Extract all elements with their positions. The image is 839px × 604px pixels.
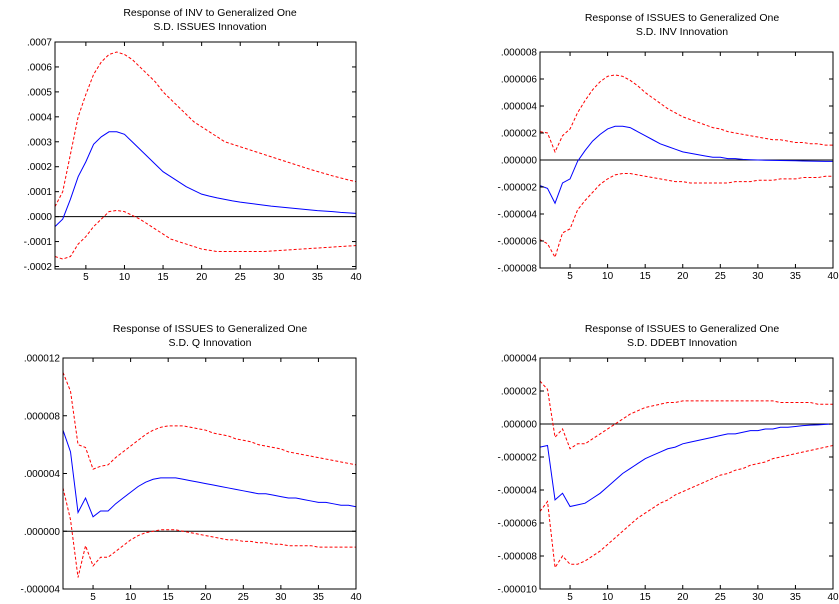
- chart-title: Response of ISSUES to Generalized One: [585, 323, 780, 335]
- upper-band-line: [54, 51, 357, 207]
- x-tick-label: 20: [677, 592, 689, 603]
- x-tick-label: 25: [715, 271, 727, 282]
- y-tick-label: .0006: [27, 62, 52, 73]
- y-tick-label: .000008: [24, 411, 61, 422]
- x-tick-label: 5: [567, 592, 573, 603]
- y-tick-label: .000000: [24, 527, 61, 538]
- y-tick-label: .0000: [27, 212, 52, 223]
- x-tick-label: 25: [235, 272, 247, 283]
- x-tick-label: 30: [752, 592, 764, 603]
- x-tick-label: 20: [200, 592, 212, 603]
- y-tick-label: .000000: [501, 420, 538, 431]
- y-tick-label: -.000004: [498, 210, 538, 221]
- y-tick-label: .000004: [24, 469, 61, 480]
- x-tick-label: 30: [273, 272, 285, 283]
- y-tick-label: .000006: [501, 75, 538, 86]
- upper-band-line: [539, 74, 833, 154]
- chart-subtitle: S.D. DDEBT Innovation: [627, 337, 737, 349]
- y-tick-label: .0002: [27, 162, 52, 173]
- x-tick-label: 25: [715, 592, 727, 603]
- x-tick-label: 10: [119, 272, 131, 283]
- x-tick-label: 35: [790, 592, 802, 603]
- x-tick-label: 40: [827, 592, 839, 603]
- x-tick-label: 10: [125, 592, 137, 603]
- chart-title: Response of INV to Generalized One: [123, 7, 297, 19]
- x-tick-label: 35: [313, 592, 325, 603]
- y-tick-label: .000004: [501, 354, 538, 365]
- response-line: [54, 131, 357, 227]
- chart-title: Response of ISSUES to Generalized One: [113, 323, 308, 335]
- lower-band-line: [54, 209, 357, 260]
- x-tick-label: 30: [752, 271, 764, 282]
- x-tick-label: 40: [350, 592, 362, 603]
- x-tick-label: 20: [677, 271, 689, 282]
- x-tick-label: 35: [790, 271, 802, 282]
- response-line: [539, 125, 833, 205]
- x-tick-label: 15: [640, 592, 652, 603]
- upper-band-line: [539, 380, 833, 450]
- y-tick-label: -.000010: [498, 585, 538, 596]
- x-tick-label: 10: [602, 271, 614, 282]
- chart-title: Response of ISSUES to Generalized One: [585, 12, 780, 24]
- y-tick-label: .000000: [501, 156, 538, 167]
- panel-issues-q: Response of ISSUES to Generalized One S.…: [21, 323, 362, 603]
- panel-issues-ddebt: Response of ISSUES to Generalized One S.…: [498, 323, 839, 603]
- chart-subtitle: S.D. INV Innovation: [636, 26, 728, 38]
- plot-area: -.000008 -.000006 -.000004 -.000002 .000000.…: [498, 48, 839, 283]
- y-tick-label: .0005: [27, 87, 52, 98]
- y-tick-label: .000002: [501, 129, 538, 140]
- x-tick-label: 15: [157, 272, 169, 283]
- lower-band-line: [539, 173, 833, 259]
- plot-area: -.000010 -.000008 -.000006 -.000004 -.000002…: [498, 354, 839, 604]
- y-tick-label: -.000002: [498, 183, 538, 194]
- y-tick-label: .000008: [501, 48, 538, 59]
- y-tick-label: .0003: [27, 137, 52, 148]
- lower-band-line: [62, 487, 356, 578]
- y-tick-label: .000002: [501, 387, 538, 398]
- x-tick-label: 5: [83, 272, 89, 283]
- x-tick-label: 40: [350, 272, 362, 283]
- y-tick-label: -.000006: [498, 519, 538, 530]
- plot-area: -.000004 .000000 .000004 .000008 .000012 5 10 1…: [21, 354, 362, 604]
- y-tick-label: -.0002: [24, 262, 53, 273]
- y-tick-label: -.000004: [21, 585, 61, 596]
- y-tick-label: .0001: [27, 187, 52, 198]
- y-tick-label: -.000006: [498, 237, 538, 248]
- plot-frame: [62, 357, 357, 590]
- panel-inv-issues: Response of INV to Generalized One S.D. …: [24, 7, 362, 283]
- y-tick-label: -.000008: [498, 552, 538, 563]
- y-tick-label: -.000008: [498, 264, 538, 275]
- y-tick-label: -.000004: [498, 486, 538, 497]
- plot-area: -.0002 -.0001 .0000 .0001 .0002 .0003 .0004 .00…: [24, 38, 362, 284]
- y-tick-label: -.0001: [24, 237, 53, 248]
- chart-subtitle: S.D. Q Innovation: [169, 337, 252, 349]
- x-tick-label: 5: [90, 592, 96, 603]
- x-tick-label: 5: [567, 271, 573, 282]
- x-tick-label: 35: [312, 272, 324, 283]
- x-tick-label: 10: [602, 592, 614, 603]
- x-tick-label: 15: [640, 271, 652, 282]
- lower-band-line: [539, 444, 834, 569]
- x-tick-label: 20: [196, 272, 208, 283]
- response-line: [62, 430, 357, 518]
- x-tick-label: 25: [238, 592, 250, 603]
- y-tick-label: .0007: [27, 38, 52, 49]
- x-tick-label: 15: [163, 592, 175, 603]
- y-tick-label: .000012: [24, 354, 61, 365]
- y-tick-label: .0004: [27, 112, 52, 123]
- y-tick-label: -.000002: [498, 453, 538, 464]
- panel-issues-inv: Response of ISSUES to Generalized One S.…: [498, 12, 839, 282]
- chart-subtitle: S.D. ISSUES Innovation: [153, 21, 266, 33]
- response-line: [539, 423, 834, 508]
- x-tick-label: 30: [275, 592, 287, 603]
- y-tick-label: .000004: [501, 102, 538, 113]
- upper-band-line: [62, 372, 357, 470]
- x-tick-label: 40: [827, 271, 839, 282]
- plot-frame: [54, 41, 357, 270]
- plot-frame: [539, 357, 834, 590]
